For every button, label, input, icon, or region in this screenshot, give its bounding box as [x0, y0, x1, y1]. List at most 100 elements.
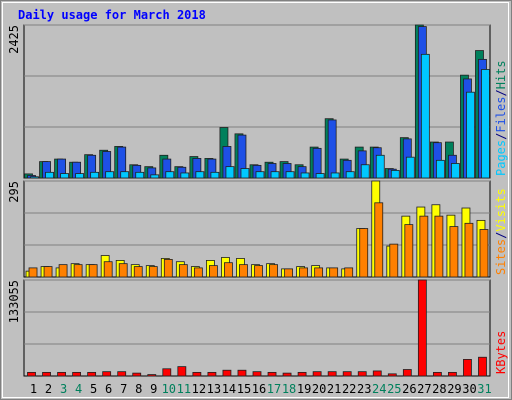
bar	[312, 371, 322, 377]
bar	[451, 163, 460, 179]
bar	[284, 268, 293, 278]
bar	[57, 371, 66, 377]
bar	[118, 263, 128, 278]
bar	[434, 215, 444, 278]
bar	[314, 267, 324, 278]
bar	[267, 371, 277, 377]
legend-entry: Hits	[494, 60, 508, 89]
bar	[419, 215, 429, 278]
bar	[315, 173, 325, 179]
legend-separator: /	[494, 89, 508, 96]
bar	[165, 171, 175, 179]
x-tick-label: 1	[30, 382, 37, 396]
bar	[135, 171, 145, 179]
bar	[102, 371, 112, 377]
bar	[43, 266, 53, 278]
bar	[255, 171, 265, 179]
bar	[344, 267, 354, 278]
bar	[481, 69, 490, 179]
x-tick-label: 17	[267, 382, 281, 396]
x-tick-label: 29	[447, 382, 461, 396]
x-tick-label: 2	[45, 382, 52, 396]
y-tick-label: 295	[7, 181, 21, 203]
legend-entry: Files	[494, 97, 508, 133]
x-tick-label: 25	[387, 382, 401, 396]
x-tick-label: 14	[222, 382, 236, 396]
bar	[478, 356, 487, 377]
bar	[42, 371, 51, 377]
x-tick-label: 24	[372, 382, 386, 396]
bar	[45, 171, 54, 179]
bar	[224, 262, 233, 278]
bar	[359, 228, 369, 278]
x-tick-label: 8	[135, 382, 142, 396]
bar	[28, 267, 38, 278]
bar	[402, 369, 412, 377]
x-tick-label: 31	[477, 382, 491, 396]
bar	[375, 154, 385, 179]
legend: Pages/Files/Hits	[494, 60, 508, 176]
bar	[417, 279, 427, 377]
x-tick-label: 15	[237, 382, 251, 396]
bar	[330, 172, 340, 179]
bar	[30, 176, 39, 179]
x-tick-label: 13	[207, 382, 221, 396]
x-tick-label: 7	[120, 382, 127, 396]
bar	[479, 229, 489, 278]
bar	[195, 171, 205, 179]
legend-entry: KBytes	[494, 331, 508, 374]
bar	[103, 261, 113, 278]
bar	[285, 171, 295, 179]
bar	[237, 369, 247, 377]
bar	[210, 171, 220, 179]
bar	[178, 264, 188, 278]
bar	[162, 368, 172, 377]
bar	[270, 171, 280, 179]
x-tick-label: 26	[402, 382, 416, 396]
bar	[282, 372, 292, 377]
x-tick-label: 4	[75, 382, 82, 396]
bar	[88, 264, 98, 278]
legend-separator: /	[494, 133, 508, 140]
legend-separator: /	[494, 232, 508, 239]
bar	[435, 159, 445, 179]
bar	[463, 359, 472, 377]
bar	[404, 224, 414, 278]
bar	[58, 264, 68, 278]
bar	[60, 173, 69, 179]
legend-entry: Sites	[494, 239, 508, 275]
chart-title: Daily usage for March 2018	[18, 8, 206, 22]
legend-entry: Pages	[494, 140, 508, 176]
x-tick-label: 20	[312, 382, 326, 396]
bar	[240, 168, 250, 179]
bar	[150, 174, 160, 179]
bar	[345, 171, 355, 179]
bar	[448, 371, 457, 377]
bar	[133, 266, 143, 278]
bar	[180, 172, 190, 179]
bar	[27, 371, 36, 377]
bar	[120, 171, 130, 179]
bar	[75, 173, 85, 179]
bar	[209, 265, 218, 278]
bar	[117, 371, 127, 377]
x-tick-label: 21	[327, 382, 341, 396]
bar	[222, 369, 232, 377]
bar	[299, 267, 308, 278]
bar	[72, 371, 82, 377]
legend-entry: Visits	[494, 188, 508, 231]
x-tick-label: 19	[297, 382, 311, 396]
bar	[327, 371, 337, 377]
x-tick-label: 9	[150, 382, 157, 396]
x-tick-label: 10	[162, 382, 176, 396]
bar	[327, 119, 337, 179]
bar	[163, 259, 173, 278]
bar	[297, 371, 307, 377]
bar	[372, 370, 382, 377]
bar	[192, 371, 202, 377]
bar	[389, 243, 399, 278]
legend: KBytes	[494, 331, 508, 374]
